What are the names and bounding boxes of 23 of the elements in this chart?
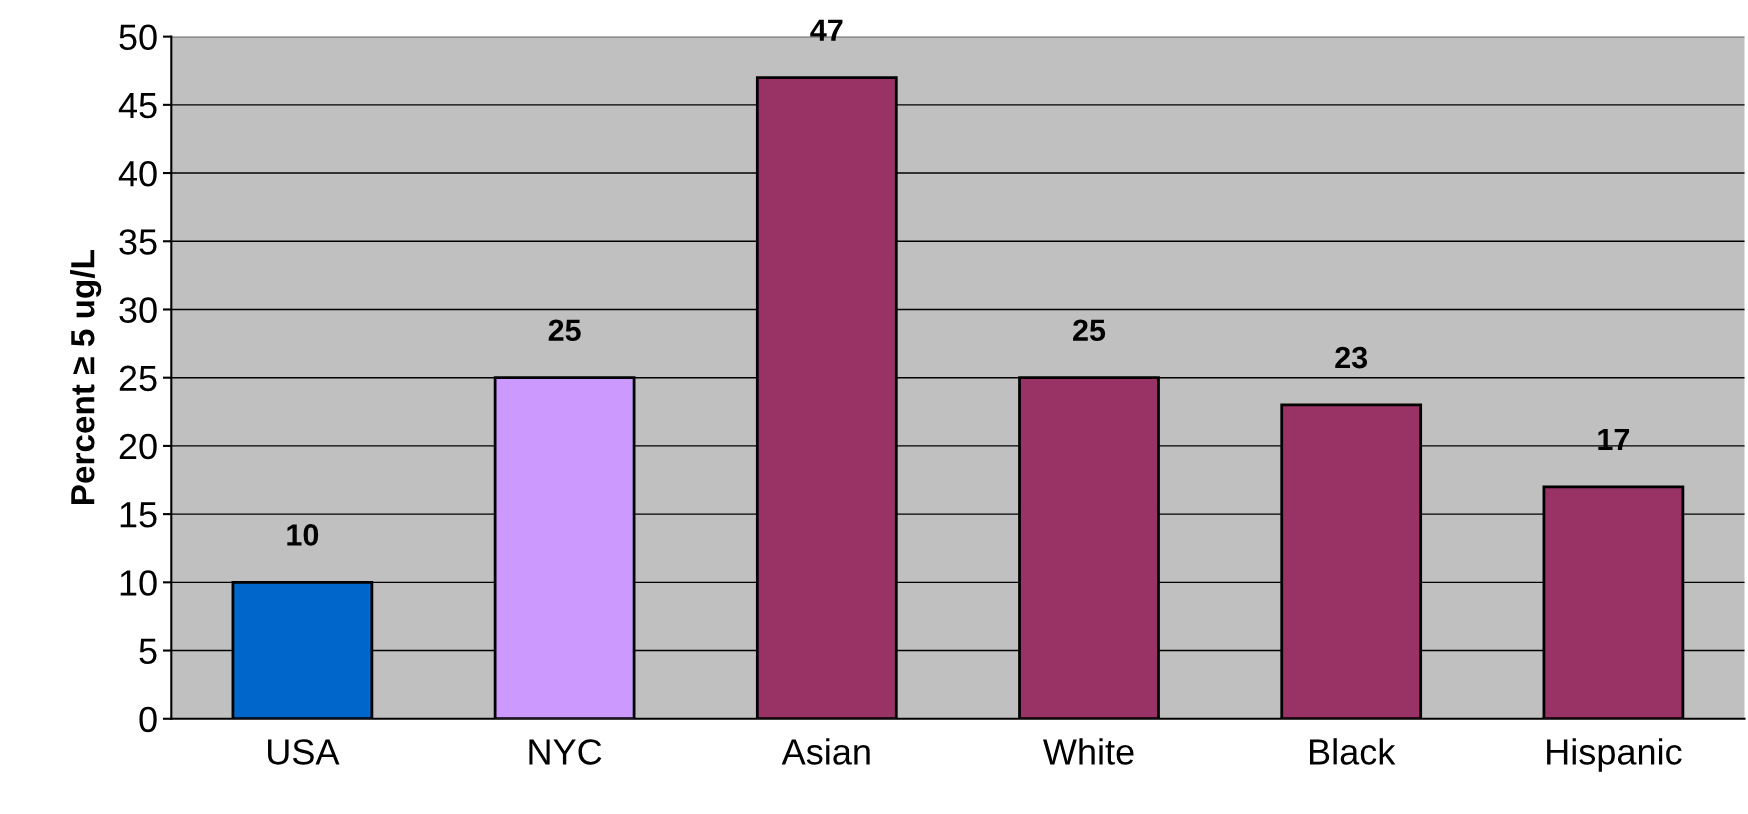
x-tick-label: Hispanic <box>1547 738 1682 772</box>
x-tick-label: USA <box>268 739 340 765</box>
y-tick-label: 20 <box>119 433 157 460</box>
x-tick-label: Black <box>1310 738 1396 765</box>
y-tick-label: 0 <box>139 706 157 733</box>
y-tick-label: 45 <box>118 93 157 119</box>
y-tick-label: 25 <box>119 365 157 392</box>
y-tick-label: 50 <box>119 24 157 51</box>
y-tick-label: 15 <box>120 502 157 528</box>
y-tick-label: 35 <box>119 229 157 255</box>
data-label: 47 <box>810 19 843 41</box>
y-tick-label: 30 <box>119 297 157 323</box>
x-tick-label: NYC <box>529 739 602 765</box>
data-label: 23 <box>1335 346 1368 369</box>
data-label: 10 <box>287 524 319 546</box>
y-tick-label: 10 <box>120 570 157 596</box>
y-tick-label: 40 <box>118 160 157 187</box>
data-label: 25 <box>1073 319 1106 342</box>
y-tick-label: 5 <box>139 638 157 664</box>
y-axis-title: Percent ≥ 5 ug/L <box>70 250 102 505</box>
data-label: 25 <box>548 319 581 342</box>
x-tick-label: White <box>1043 738 1134 765</box>
x-tick-label: Asian <box>781 738 870 765</box>
